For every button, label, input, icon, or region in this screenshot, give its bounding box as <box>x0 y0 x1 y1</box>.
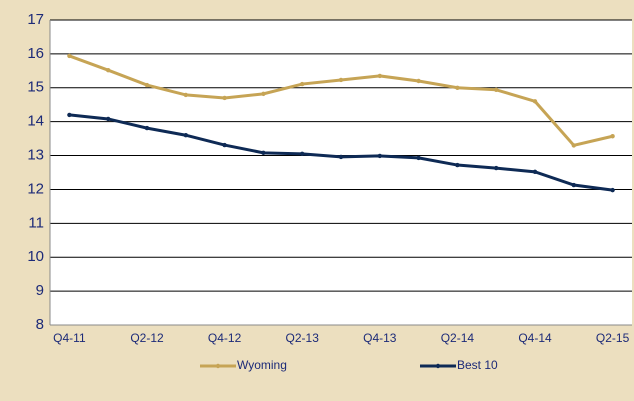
x-tick-label: Q2-12 <box>130 331 164 345</box>
point <box>610 134 615 139</box>
point <box>222 95 227 101</box>
point <box>610 187 615 193</box>
y-tick-label: 9 <box>36 282 44 299</box>
y-tick-label: 10 <box>27 248 44 265</box>
y-tick-label: 14 <box>27 113 44 130</box>
point <box>338 154 344 160</box>
y-tick-label: 16 <box>27 45 44 62</box>
point <box>183 133 188 138</box>
point <box>144 125 150 131</box>
point <box>377 73 382 79</box>
point <box>455 162 460 168</box>
point <box>416 155 421 161</box>
y-tick-label: 8 <box>36 316 44 333</box>
x-tick-label: Q4-11 <box>53 331 86 345</box>
point <box>532 169 538 175</box>
point <box>222 142 227 148</box>
y-tick-label: 17 <box>27 11 44 28</box>
x-tick-label: Q2-13 <box>286 331 320 345</box>
point <box>455 85 460 90</box>
point <box>416 78 421 84</box>
y-tick-label: 11 <box>28 214 44 231</box>
point <box>377 153 382 159</box>
x-tick-label: Q4-13 <box>363 331 397 345</box>
point <box>261 91 266 97</box>
x-tick-label: Q4-14 <box>518 331 552 345</box>
point <box>300 81 305 87</box>
point <box>67 53 72 59</box>
plot-area <box>50 20 632 325</box>
y-tick-label: 12 <box>27 180 44 197</box>
y-tick-label: 15 <box>27 79 44 96</box>
point <box>106 116 111 122</box>
point <box>571 182 576 188</box>
point <box>67 112 72 118</box>
point <box>106 67 111 73</box>
point <box>571 143 576 148</box>
legend-marker <box>435 363 441 369</box>
point <box>144 82 150 88</box>
point <box>532 99 538 104</box>
point <box>261 150 266 156</box>
legend-label: Wyoming <box>237 358 287 372</box>
legend-label: Best 10 <box>457 358 498 372</box>
point <box>183 92 188 98</box>
point <box>300 151 305 157</box>
point <box>338 77 344 83</box>
x-tick-label: Q4-12 <box>208 331 242 345</box>
point <box>494 165 499 171</box>
point <box>494 87 499 93</box>
x-tick-label: Q2-15 <box>596 331 630 345</box>
legend-marker <box>215 363 221 369</box>
y-tick-label: 13 <box>27 147 44 164</box>
x-tick-label: Q2-14 <box>441 331 475 345</box>
